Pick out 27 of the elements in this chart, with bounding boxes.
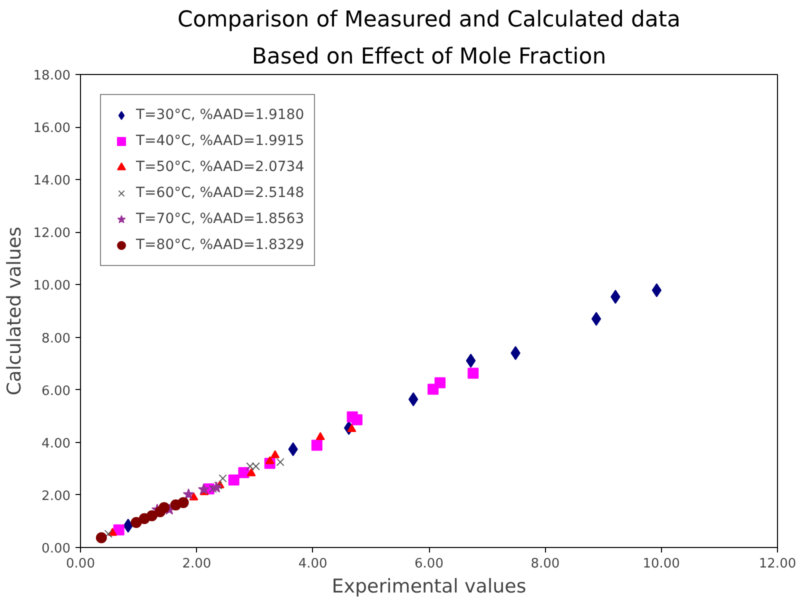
y-tick-label: 14.00 xyxy=(33,174,70,189)
legend-label: T=50°C, %AAD=2.0734 xyxy=(136,159,304,175)
x-tick-label: 4.00 xyxy=(298,556,328,572)
y-tick-label: 4.00 xyxy=(42,436,71,452)
y-tick-label: 16.00 xyxy=(33,121,70,136)
legend-label: T=40°C, %AAD=1.9915 xyxy=(136,133,304,149)
x-tick-label: 12.00 xyxy=(758,556,796,572)
x-tick-label: 8.00 xyxy=(530,556,560,572)
x-tick-label: 10.00 xyxy=(642,556,680,572)
y-tick-label: 2.00 xyxy=(42,488,71,504)
x-tick-label: 0.00 xyxy=(66,556,95,572)
x-tick-label: 6.00 xyxy=(414,556,444,572)
legend-label: T=80°C, %AAD=1.8329 xyxy=(136,237,304,253)
legend-label: T=70°C, %AAD=1.8563 xyxy=(136,211,304,227)
y-tick-label: 12.00 xyxy=(33,226,70,242)
x-tick-label: 2.00 xyxy=(182,556,212,572)
chart-title: Comparison of Measured and Calculated data xyxy=(177,8,681,32)
chart-subtitle: Based on Effect of Mole Fraction xyxy=(252,44,606,70)
x-axis-title: Experimental values xyxy=(332,576,526,598)
y-tick-label: 6.00 xyxy=(42,384,71,399)
y-tick-label: 8.00 xyxy=(42,331,71,346)
y-tick-label: 0.00 xyxy=(42,542,71,556)
y-tick-label: 18.00 xyxy=(33,68,70,84)
y-axis-title: Calculated values xyxy=(3,226,26,396)
legend-label: T=60°C, %AAD=2.5148 xyxy=(136,185,304,201)
y-tick-label: 10.00 xyxy=(33,278,70,294)
legend-label: T=30°C, %AAD=1.9180 xyxy=(136,107,304,123)
